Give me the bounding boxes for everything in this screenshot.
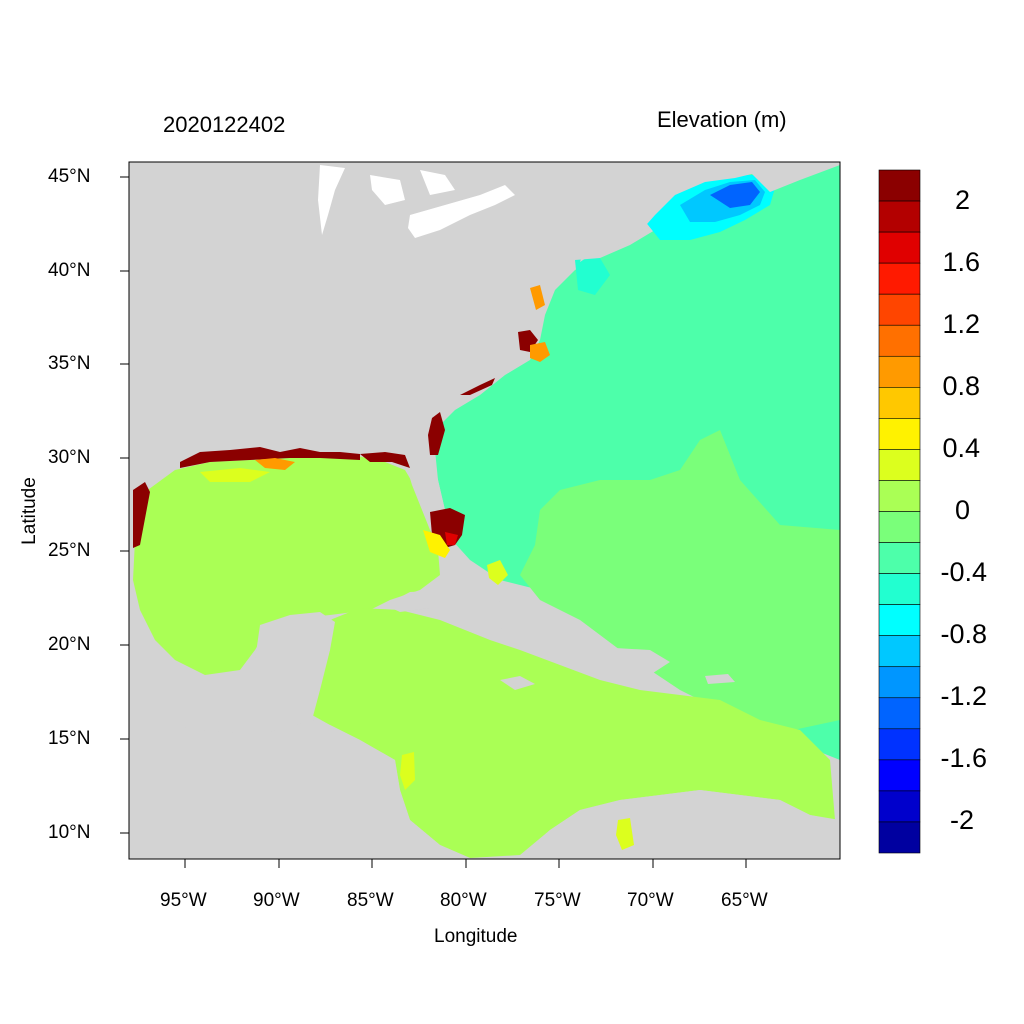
colorbar-swatch bbox=[878, 355, 921, 388]
hispaniola bbox=[590, 648, 670, 675]
eastern-atlantic bbox=[520, 430, 840, 735]
y-tick-label: 25°N bbox=[48, 540, 91, 561]
y-axis-title: Latitude bbox=[18, 477, 40, 545]
colorbar-swatch bbox=[878, 387, 921, 419]
colorbar-label: 0.8 bbox=[942, 371, 980, 401]
yucatan bbox=[255, 612, 335, 735]
surge-chesapeake bbox=[530, 285, 545, 310]
colorbar-swatch bbox=[878, 511, 921, 543]
y-tick-label: 45°N bbox=[48, 166, 91, 187]
colorbar-swatch bbox=[878, 573, 921, 605]
colorbar-swatch bbox=[878, 759, 921, 792]
colorbar-label: 1.2 bbox=[942, 309, 980, 339]
cuba bbox=[385, 590, 570, 642]
nova-scotia bbox=[745, 162, 840, 192]
plot-border bbox=[128, 161, 841, 860]
surge-florida-edge bbox=[423, 530, 450, 558]
x-tick-label: 95°W bbox=[160, 890, 207, 911]
great-lakes bbox=[318, 165, 515, 238]
new-england bbox=[580, 162, 760, 262]
colorbar-swatch bbox=[878, 418, 921, 450]
south-america bbox=[520, 790, 840, 858]
y-tick-marks bbox=[120, 176, 129, 834]
colorbar-swatch bbox=[878, 790, 921, 823]
y-tick-label: 15°N bbox=[48, 728, 91, 749]
y-tick-label: 30°N bbox=[48, 447, 91, 468]
x-axis-title: Longitude bbox=[434, 926, 518, 947]
y-tick-label: 40°N bbox=[48, 260, 91, 281]
colorbar-label: -0.8 bbox=[940, 619, 987, 649]
x-tick-label: 65°W bbox=[721, 890, 768, 911]
y-tick-label: 10°N bbox=[48, 822, 91, 843]
x-tick-label: 75°W bbox=[534, 890, 581, 911]
maracaibo-yellow bbox=[616, 818, 634, 850]
colorbar-swatch bbox=[878, 697, 921, 730]
colorbar-label: 0.4 bbox=[942, 433, 980, 463]
surge-outer-banks bbox=[530, 342, 550, 362]
surge-gulf-coast bbox=[133, 447, 410, 548]
x-tick-label: 70°W bbox=[627, 890, 674, 911]
colorbar-swatch bbox=[878, 324, 921, 357]
x-tick-marks bbox=[184, 859, 747, 868]
gulf-yellow-patch bbox=[200, 468, 270, 482]
central-america bbox=[129, 720, 470, 858]
surge-louisiana bbox=[255, 458, 295, 470]
variable-title: Elevation (m) bbox=[657, 107, 787, 132]
colorbar-label: 0 bbox=[954, 495, 970, 525]
jamaica bbox=[500, 676, 535, 690]
colorbar-swatch bbox=[878, 200, 921, 233]
colorbar-swatch bbox=[878, 169, 921, 202]
negative-surge-nyc bbox=[575, 258, 610, 295]
colorbar-label: 2 bbox=[954, 185, 970, 215]
colorbar-label: -1.6 bbox=[940, 743, 987, 773]
colorbar-label: -2 bbox=[949, 805, 974, 835]
negative-surge-core bbox=[710, 182, 760, 208]
cuba-north-yellow bbox=[487, 560, 508, 585]
colorbar-swatch bbox=[878, 449, 921, 481]
timestamp-title: 2020122402 bbox=[163, 112, 286, 137]
colorbar-swatch bbox=[878, 728, 921, 761]
colorbar-swatch bbox=[878, 821, 921, 854]
caribbean-sea bbox=[312, 608, 835, 858]
x-tick-label: 85°W bbox=[347, 890, 394, 911]
map-area bbox=[129, 162, 840, 859]
y-tick-label: 35°N bbox=[48, 353, 91, 374]
colorbar-swatch bbox=[878, 635, 921, 668]
y-tick-label: 20°N bbox=[48, 634, 91, 655]
colorbar-label: -0.4 bbox=[940, 557, 987, 587]
colorbar-label: -1.2 bbox=[940, 681, 987, 711]
surge-east-coast bbox=[428, 330, 538, 455]
honduras-yellow bbox=[400, 752, 415, 790]
colorbar-swatch bbox=[878, 480, 921, 512]
colorbar-swatch bbox=[878, 231, 921, 264]
surge-florida-core bbox=[445, 532, 458, 545]
x-tick-label: 80°W bbox=[440, 890, 487, 911]
colorbar bbox=[878, 169, 921, 854]
x-tick-label: 90°W bbox=[253, 890, 300, 911]
colorbar-swatch bbox=[878, 293, 921, 326]
puerto-rico bbox=[705, 674, 735, 684]
colorbar-swatch bbox=[878, 604, 921, 636]
colorbar-label: 1.6 bbox=[942, 247, 980, 277]
gulf-of-mexico bbox=[133, 452, 440, 675]
